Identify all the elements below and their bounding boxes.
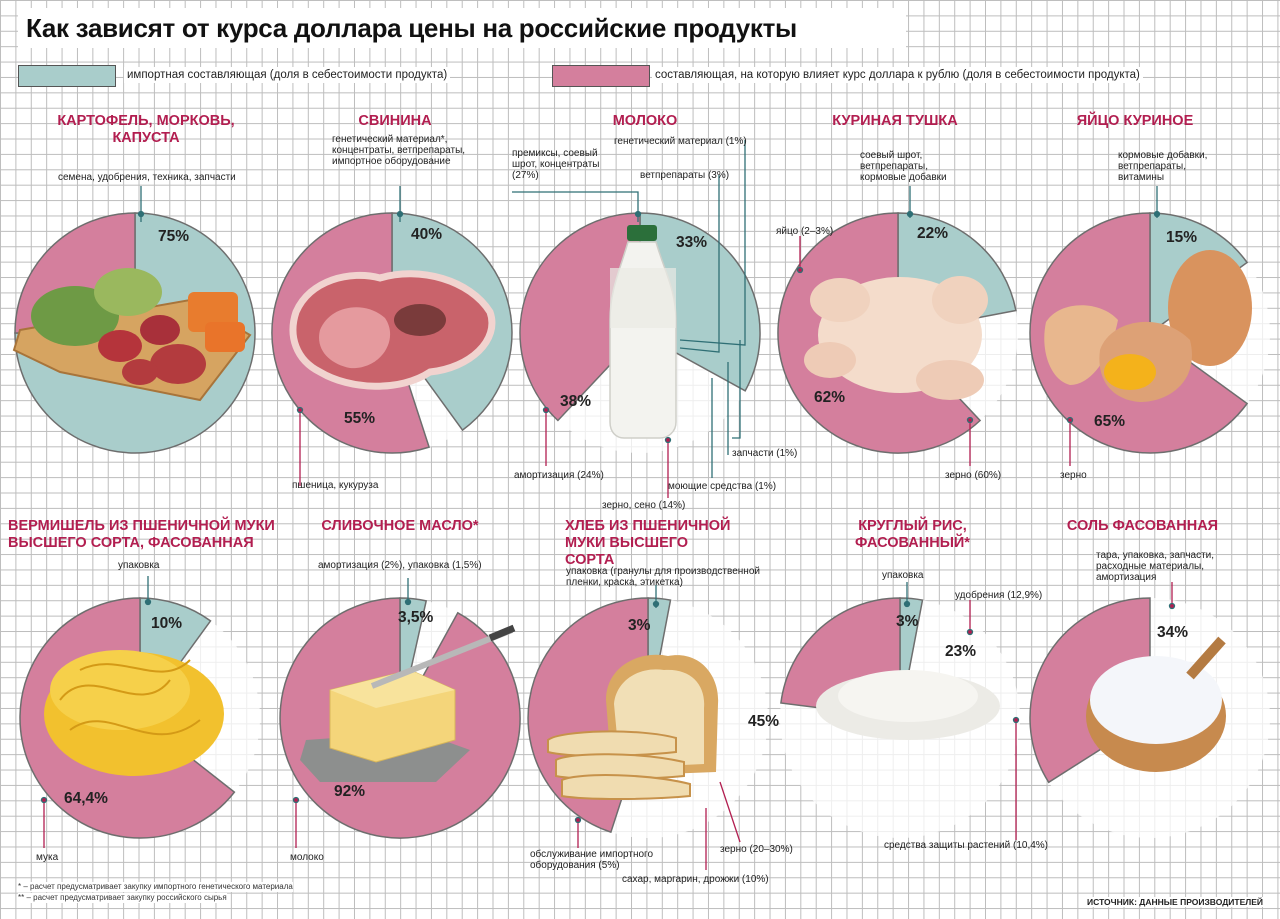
pct-salt-currency: 34% bbox=[1157, 624, 1189, 641]
note-rice-fertilizer: удобрения (12,9%) bbox=[955, 590, 1043, 601]
note-milk-detergents: моющие средства (1%) bbox=[668, 481, 777, 492]
note-bread-sugar: сахар, маргарин, дрожжи (10%) bbox=[622, 874, 769, 885]
note-milk-amortization: амортизация (24%) bbox=[514, 470, 604, 481]
pct-pork-import: 40% bbox=[411, 226, 443, 243]
vegetables-illustration bbox=[12, 268, 252, 402]
pie-title-butter: СЛИВОЧНОЕ МАСЛО* bbox=[321, 518, 479, 534]
bread-illustration bbox=[547, 654, 719, 800]
pct-pork-currency: 55% bbox=[344, 410, 376, 427]
milk-bottle-illustration bbox=[609, 225, 677, 439]
pct-chicken-currency: 62% bbox=[814, 389, 846, 406]
pct-chicken-import: 22% bbox=[917, 225, 949, 242]
note-salt-currency: тара, упаковка, запчасти, расходные мате… bbox=[1096, 550, 1215, 583]
egg-illustration bbox=[1044, 250, 1252, 402]
pct-butter-import: 3,5% bbox=[398, 609, 434, 626]
rice-illustration bbox=[816, 670, 1000, 740]
source-note: ИСТОЧНИК: ДАННЫЕ ПРОИЗВОДИТЕЛЕЙ bbox=[1084, 897, 1266, 907]
note-bread-import: упаковка (гранулы для производственной п… bbox=[566, 566, 760, 588]
note-milk-vet: ветпрепараты (3%) bbox=[640, 170, 730, 181]
pct-egg-import: 15% bbox=[1166, 229, 1198, 246]
note-milk-grain: зерно, сено (14%) bbox=[602, 500, 686, 511]
pct-rice-currency: 23% bbox=[945, 643, 977, 660]
pie-title-pork: СВИНИНА bbox=[358, 113, 432, 129]
note-bread-service: обслуживание импортного оборудования (5%… bbox=[530, 849, 654, 871]
legend-swatch-import bbox=[18, 65, 116, 87]
pie-title-rice: КРУГЛЫЙ РИС, ФАСОВАННЫЙ* bbox=[855, 518, 970, 551]
note-noodles-currency: мука bbox=[36, 852, 59, 863]
pie-title-egg: ЯЙЦО КУРИНОЕ bbox=[1076, 113, 1194, 129]
note-chicken-import: соевый шрот, ветпрепараты, кормовые доба… bbox=[860, 150, 947, 183]
pct-potato-import: 75% bbox=[158, 228, 190, 245]
pct-bread-currency: 45% bbox=[748, 713, 780, 730]
pct-butter-currency: 92% bbox=[334, 783, 366, 800]
pct-milk-currency: 38% bbox=[560, 393, 592, 410]
note-milk-feed: премиксы, соевый шрот, концентраты (27%) bbox=[512, 148, 600, 181]
note-chicken-egg: яйцо (2–3%) bbox=[776, 226, 834, 237]
pct-milk-import: 33% bbox=[676, 234, 708, 251]
pie-title-chicken: КУРИНАЯ ТУШКА bbox=[832, 113, 958, 129]
butter-illustration bbox=[300, 624, 516, 782]
legend-label-currency: составляющая, на которую влияет курс дол… bbox=[652, 67, 1143, 83]
noodles-illustration bbox=[44, 650, 224, 776]
legend-label-import: импортная составляющая (доля в себестоим… bbox=[124, 67, 451, 83]
pie-title-bread: ХЛЕБ ИЗ ПШЕНИЧНОЙ МУКИ ВЫСШЕГО СОРТА bbox=[565, 518, 731, 568]
legend-swatch-currency bbox=[552, 65, 650, 87]
note-milk-genetics: генетический материал (1%) bbox=[614, 136, 747, 147]
page-title: Как зависят от курса доллара цены на рос… bbox=[18, 8, 906, 48]
note-rice-import: упаковка bbox=[882, 570, 924, 581]
footnote-star: * – расчет предусматривает закупку импор… bbox=[18, 882, 293, 892]
salt-illustration bbox=[1086, 636, 1226, 772]
pct-egg-currency: 65% bbox=[1094, 413, 1126, 430]
pie-title-noodles: ВЕРМИШЕЛЬ ИЗ ПШЕНИЧНОЙ МУКИ ВЫСШЕГО СОРТ… bbox=[8, 518, 275, 551]
footnote-double-star: ** – расчет предусматривает закупку росс… bbox=[18, 893, 227, 903]
note-pork-import: генетический материал*, концентраты, вет… bbox=[332, 134, 466, 167]
pct-bread-import: 3% bbox=[628, 617, 651, 634]
pork-illustration bbox=[289, 270, 496, 390]
note-potato-import: семена, удобрения, техника, запчасти bbox=[58, 172, 236, 183]
note-butter-currency: молоко bbox=[290, 852, 324, 863]
pie-title-potato: КАРТОФЕЛЬ, МОРКОВЬ, КАПУСТА bbox=[57, 113, 235, 146]
pct-noodles-import: 10% bbox=[151, 615, 183, 632]
note-chicken-grain: зерно (60%) bbox=[945, 470, 1002, 481]
note-milk-parts: запчасти (1%) bbox=[732, 448, 798, 459]
pie-title-salt: СОЛЬ ФАСОВАННАЯ bbox=[1066, 518, 1219, 534]
note-egg-import: кормовые добавки, ветпрепараты, витамины bbox=[1118, 150, 1208, 183]
pie-title-milk: МОЛОКО bbox=[612, 113, 678, 129]
pct-noodles-currency: 64,4% bbox=[64, 790, 108, 807]
pie-slice-currency bbox=[519, 212, 641, 422]
note-bread-grain: зерно (20–30%) bbox=[720, 844, 793, 855]
note-rice-protection: средства защиты растений (10,4%) bbox=[884, 840, 1049, 851]
note-butter-import: амортизация (2%), упаковка (1,5%) bbox=[318, 560, 482, 571]
note-noodles-import: упаковка bbox=[118, 560, 160, 571]
pct-rice-import: 3% bbox=[896, 613, 919, 630]
note-egg-grain: зерно bbox=[1060, 470, 1087, 481]
chicken-illustration bbox=[804, 276, 988, 400]
leader-lines bbox=[40, 140, 1176, 870]
note-pork-currency: пшеница, кукуруза bbox=[292, 480, 379, 491]
